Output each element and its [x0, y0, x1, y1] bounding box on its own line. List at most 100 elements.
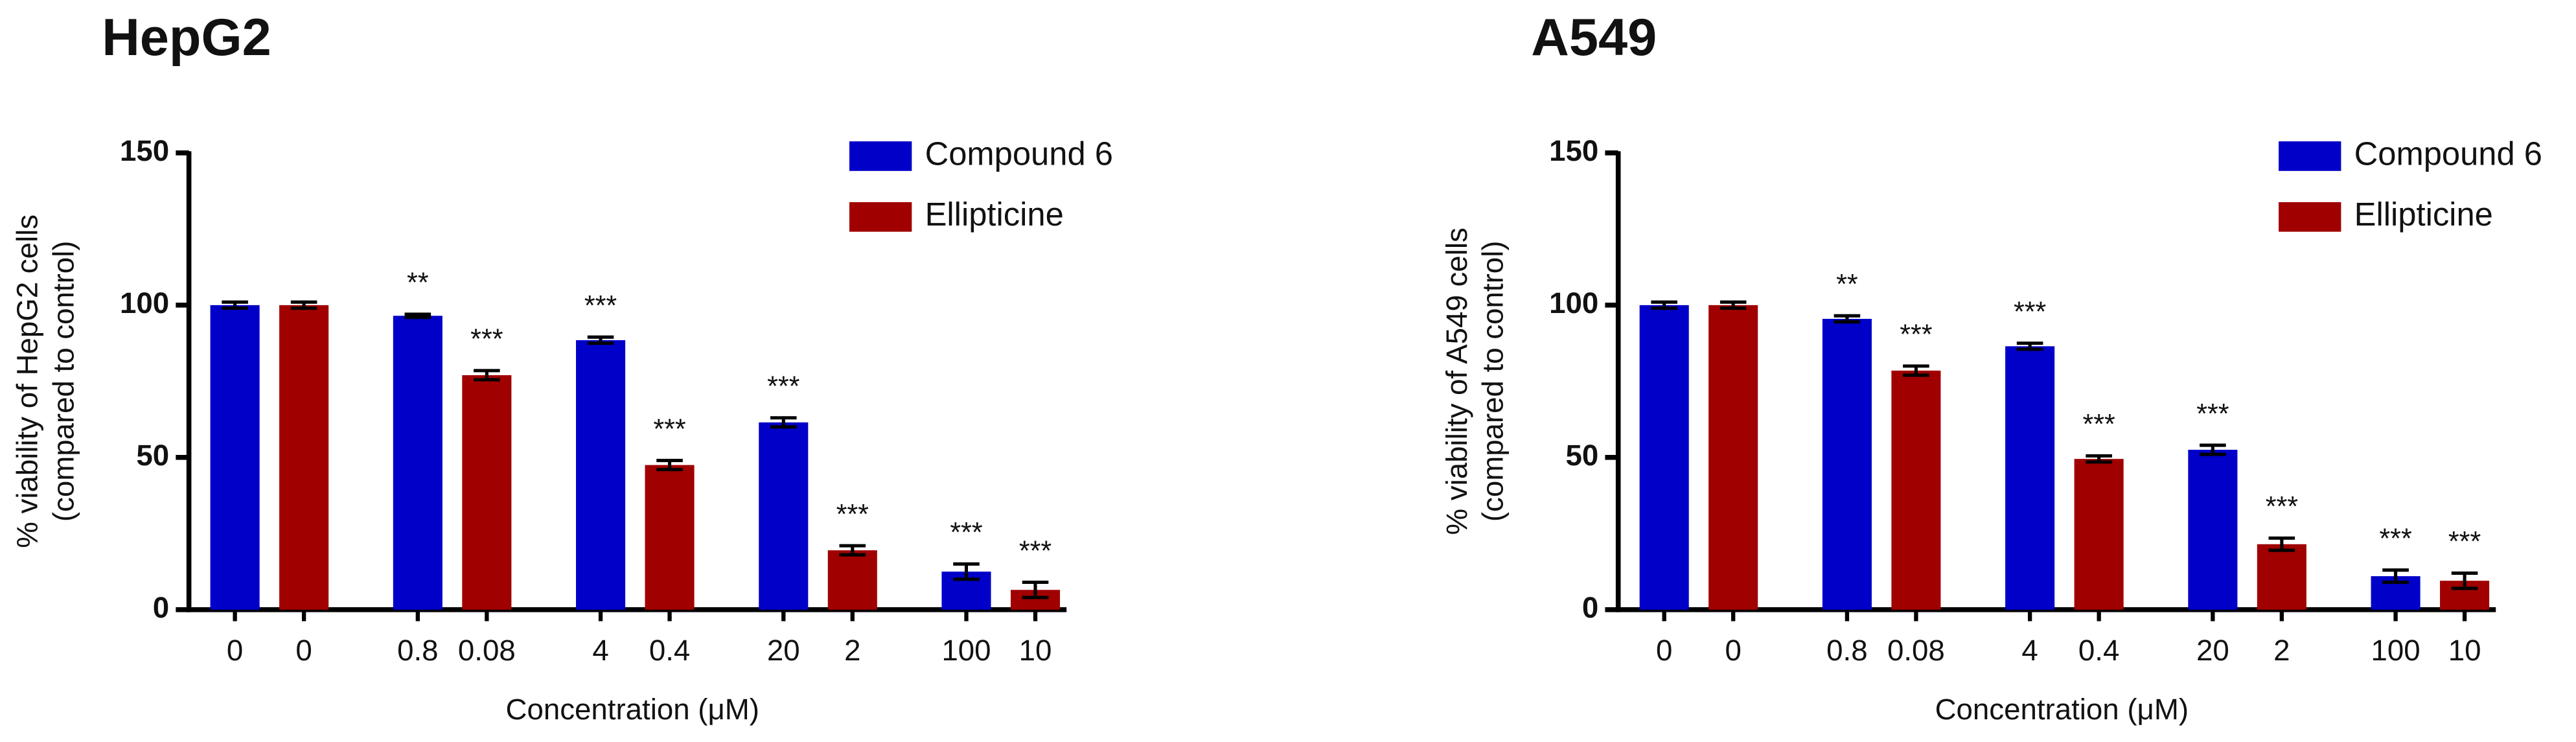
error-bar — [2451, 571, 2478, 590]
error-bar — [290, 300, 317, 310]
legend-label: Ellipticine — [925, 196, 1064, 233]
x-axis-label: Concentration (μM) — [1935, 693, 2189, 726]
bar — [827, 550, 877, 610]
y-tick-label: 100 — [1549, 286, 1598, 319]
significance-label: *** — [470, 324, 503, 355]
legend-swatch — [2279, 202, 2341, 232]
x-tick-label: 0 — [295, 634, 312, 667]
significance-label: *** — [2196, 399, 2229, 430]
bar — [210, 305, 260, 610]
chart: A549 % viability of A549 cells (compared t… — [1440, 8, 2542, 726]
error-bar — [2016, 342, 2043, 351]
significance-label: ** — [1836, 269, 1858, 300]
x-axis-label: Concentration (μM) — [506, 693, 759, 726]
significance-label: *** — [2014, 296, 2047, 327]
chart: HepG2 % viability of HepG2 cells (compared… — [11, 8, 1113, 726]
y-tick-label: 50 — [136, 439, 169, 472]
error-bar — [474, 369, 500, 382]
bar — [1708, 305, 1758, 610]
error-bar — [1022, 580, 1049, 599]
legend-swatch — [849, 202, 912, 232]
significance-label: *** — [1019, 535, 1052, 566]
x-tick-label: 10 — [2448, 634, 2481, 667]
bar — [462, 375, 512, 610]
y-axis-label: (compared to control) — [1477, 241, 1510, 522]
y-axis-label: % viability of HepG2 cells — [11, 214, 44, 548]
bar — [759, 422, 809, 610]
bar — [576, 340, 626, 610]
significance-label: *** — [1900, 319, 1933, 351]
x-tick-label: 0.4 — [2078, 634, 2119, 667]
y-tick-label: 150 — [120, 134, 169, 167]
chart-title: A549 — [1531, 8, 1657, 67]
x-tick-label: 10 — [1019, 634, 1052, 667]
x-tick-label: 0 — [227, 634, 243, 667]
legend-swatch — [849, 141, 912, 171]
error-bar — [222, 300, 248, 310]
significance-label: *** — [2266, 491, 2299, 522]
y-tick-label: 50 — [1566, 439, 1599, 472]
x-tick-label: 0.08 — [1887, 634, 1945, 667]
bar — [1891, 370, 1941, 610]
legend-label: Ellipticine — [2354, 196, 2493, 233]
bar — [279, 305, 329, 610]
bar — [2074, 459, 2124, 610]
x-tick-label: 0.08 — [458, 634, 516, 667]
y-tick-label: 0 — [1582, 591, 1598, 624]
significance-label: *** — [2379, 523, 2412, 554]
error-bar — [1719, 300, 1747, 310]
error-bar — [2086, 454, 2112, 464]
significance-label: *** — [767, 371, 800, 402]
significance-label: *** — [2082, 409, 2115, 440]
error-bar — [2200, 443, 2226, 456]
x-tick-label: 4 — [2021, 634, 2038, 667]
x-tick-label: 0.8 — [397, 634, 438, 667]
bar — [1639, 305, 1689, 610]
y-axis-label: % viability of A549 cells — [1440, 227, 1473, 535]
x-tick-label: 100 — [2371, 634, 2421, 667]
x-tick-label: 2 — [2273, 634, 2290, 667]
x-tick-label: 2 — [844, 634, 860, 667]
error-bar — [404, 312, 431, 319]
x-tick-label: 0.8 — [1826, 634, 1867, 667]
legend-swatch — [2279, 141, 2341, 171]
significance-label: *** — [653, 413, 686, 445]
error-bar — [839, 544, 866, 557]
error-bar — [656, 459, 683, 472]
error-bar — [1903, 364, 1929, 377]
x-tick-label: 100 — [941, 634, 991, 667]
bar — [1822, 319, 1872, 610]
error-bar — [587, 335, 614, 345]
significance-label: *** — [836, 499, 869, 530]
y-tick-label: 150 — [1549, 134, 1598, 167]
y-tick-label: 0 — [153, 591, 169, 624]
error-bar — [1651, 300, 1677, 310]
bar — [2257, 544, 2306, 610]
bar — [2188, 450, 2238, 610]
significance-label: *** — [2448, 526, 2481, 557]
error-bar — [1834, 314, 1861, 324]
legend-label: Compound 6 — [2354, 135, 2542, 172]
x-tick-label: 0.4 — [649, 634, 690, 667]
bar — [645, 465, 695, 610]
y-axis-label: (compared to control) — [47, 241, 80, 522]
significance-label: *** — [584, 290, 617, 321]
error-bar — [2382, 568, 2409, 585]
significance-label: *** — [950, 517, 983, 548]
legend-label: Compound 6 — [925, 135, 1113, 172]
y-tick-label: 100 — [120, 286, 169, 319]
error-bar — [953, 562, 980, 581]
bar — [393, 316, 443, 610]
chart-title: HepG2 — [102, 8, 271, 67]
x-tick-label: 20 — [767, 634, 800, 667]
error-bar — [770, 416, 797, 429]
x-tick-label: 0 — [1656, 634, 1672, 667]
significance-label: ** — [407, 268, 429, 299]
error-bar — [2268, 536, 2295, 552]
x-tick-label: 4 — [592, 634, 608, 667]
x-tick-label: 20 — [2196, 634, 2229, 667]
bar — [2005, 346, 2055, 610]
x-tick-label: 0 — [1725, 634, 1741, 667]
